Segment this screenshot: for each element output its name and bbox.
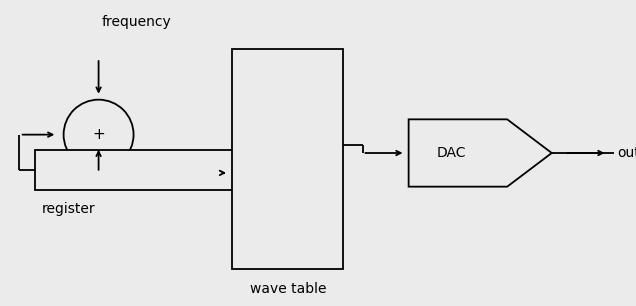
Bar [35,150,277,190]
Text: +: + [92,127,105,142]
Polygon shape [409,119,551,187]
Text: register: register [41,202,95,216]
Bar [232,49,343,269]
Text: wave table: wave table [249,282,326,296]
Ellipse shape [64,100,134,170]
Text: out: out [617,146,636,160]
Text: frequency: frequency [102,15,172,29]
Text: DAC: DAC [437,146,466,160]
